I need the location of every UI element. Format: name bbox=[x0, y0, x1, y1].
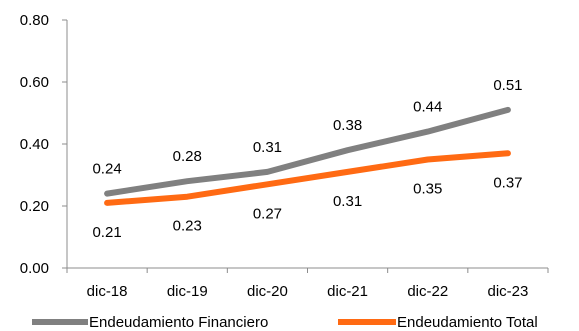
y-tick-label: 0.00 bbox=[20, 260, 49, 277]
y-tick-label: 0.60 bbox=[20, 74, 49, 91]
data-label-endeudamiento-financiero: 0.28 bbox=[173, 148, 202, 165]
y-tick-label: 0.20 bbox=[20, 198, 49, 215]
legend-label-endeudamiento-financiero: Endeudamiento Financiero bbox=[89, 314, 268, 331]
legend: Endeudamiento Financiero Endeudamiento To… bbox=[32, 314, 538, 331]
x-tick-label-dic-20: dic-20 bbox=[247, 283, 288, 300]
x-tick-label-dic-19: dic-19 bbox=[167, 283, 208, 300]
data-label-endeudamiento-total: 0.21 bbox=[92, 224, 121, 241]
x-axis-tick-labels: dic-18 dic-19 dic-20 dic-21 dic-22 dic-23 bbox=[87, 283, 529, 300]
data-label-endeudamiento-total: 0.23 bbox=[173, 218, 202, 235]
series-lines bbox=[104, 106, 511, 206]
data-label-endeudamiento-total: 0.31 bbox=[333, 193, 362, 210]
data-label-endeudamiento-total: 0.37 bbox=[493, 174, 522, 191]
data-label-endeudamiento-total: 0.35 bbox=[413, 181, 442, 198]
x-tick-label-dic-21: dic-21 bbox=[327, 283, 368, 300]
data-label-endeudamiento-financiero: 0.44 bbox=[413, 99, 442, 116]
x-tick-label-dic-23: dic-23 bbox=[487, 283, 528, 300]
data-labels: 0.24 0.28 0.31 0.38 0.44 0.51 0.21 0.23 0.27 0.31… bbox=[92, 77, 522, 241]
chart-axes bbox=[62, 19, 549, 273]
y-tick-label: 0.80 bbox=[20, 12, 49, 29]
data-label-endeudamiento-total: 0.27 bbox=[253, 205, 282, 222]
data-label-endeudamiento-financiero: 0.38 bbox=[333, 117, 362, 134]
data-label-endeudamiento-financiero: 0.31 bbox=[253, 139, 282, 156]
series-line-endeudamiento-total bbox=[104, 150, 511, 206]
y-axis-tick-labels: 0.00 0.20 0.40 0.60 0.80 bbox=[20, 12, 49, 277]
x-tick-label-dic-18: dic-18 bbox=[87, 283, 128, 300]
y-tick-label: 0.40 bbox=[20, 136, 49, 153]
data-label-endeudamiento-financiero: 0.24 bbox=[92, 161, 121, 178]
series-line-endeudamiento-financiero bbox=[104, 106, 511, 197]
legend-label-endeudamiento-total: Endeudamiento Total bbox=[397, 314, 538, 331]
x-tick-label-dic-22: dic-22 bbox=[407, 283, 448, 300]
data-label-endeudamiento-financiero: 0.51 bbox=[493, 77, 522, 94]
